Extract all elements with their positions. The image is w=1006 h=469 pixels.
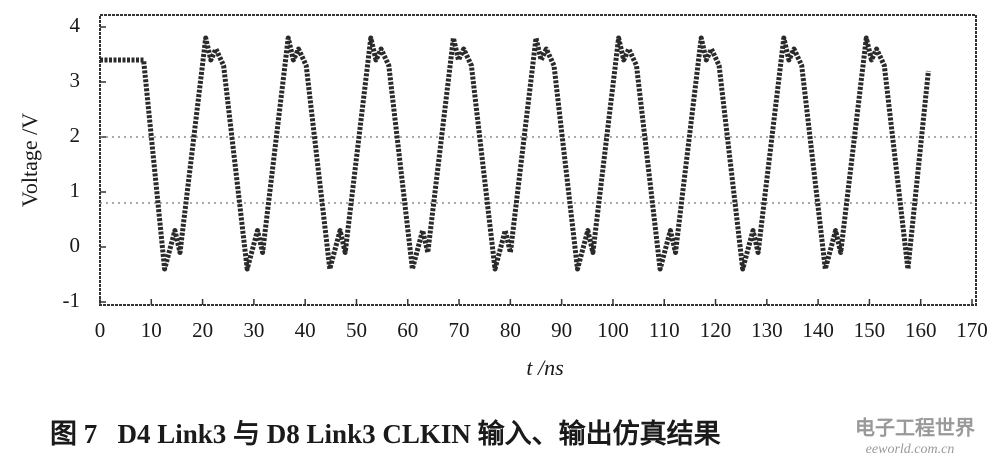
x-tick-label: 170 [956, 318, 988, 342]
figure-caption: 图 7 D4 Link3 与 D8 Link3 CLKIN 输入、输出仿真结果 [50, 418, 721, 449]
watermark: 电子工程世界 [855, 417, 975, 440]
x-tick-label: 10 [141, 318, 162, 342]
y-tick-label: 4 [70, 13, 81, 37]
x-tick-label: 90 [551, 318, 572, 342]
x-tick-label: 60 [397, 318, 418, 342]
x-tick-label: 80 [500, 318, 521, 342]
x-tick-label: 160 [905, 318, 937, 342]
x-axis-label: t /ns [526, 355, 563, 380]
y-tick-label: 0 [70, 233, 81, 257]
x-tick-label: 100 [597, 318, 629, 342]
y-axis-label: Voltage /V [17, 113, 42, 207]
y-tick-label: -1 [63, 288, 81, 312]
x-tick-label: 140 [802, 318, 834, 342]
x-tick-label: 110 [649, 318, 680, 342]
waveform [100, 35, 931, 272]
x-tick-label: 50 [346, 318, 367, 342]
watermark-url: eeworld.com.cn [866, 442, 955, 457]
y-tick-label: 1 [70, 178, 81, 202]
x-tick-label: 150 [854, 318, 886, 342]
x-tick-label: 120 [700, 318, 732, 342]
x-tick-label: 40 [295, 318, 316, 342]
plot-frame [99, 14, 977, 306]
x-tick-label: 20 [192, 318, 213, 342]
x-tick-label: 130 [751, 318, 783, 342]
y-tick-label: 2 [70, 123, 81, 147]
x-tick-label: 70 [449, 318, 470, 342]
x-tick-label: 30 [243, 318, 264, 342]
y-tick-label: 3 [70, 68, 81, 92]
x-tick-label: 0 [95, 318, 106, 342]
